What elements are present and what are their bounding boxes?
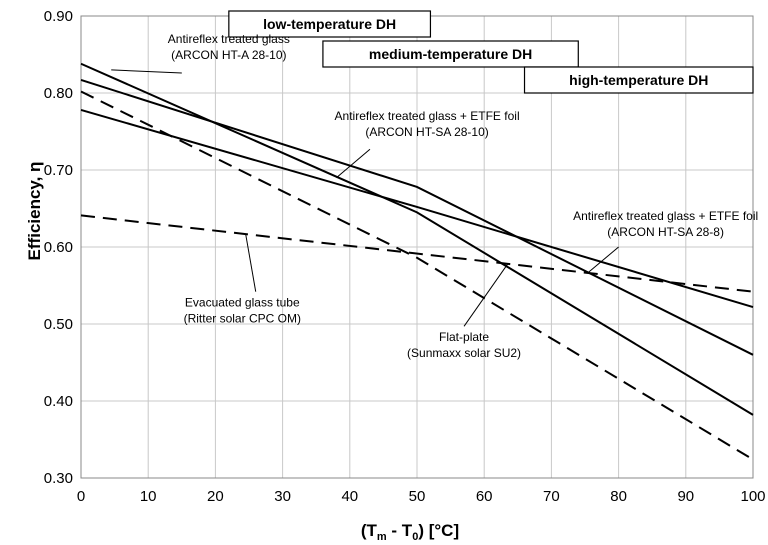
annotation-text-arcon-ht-sa-28-10: Antireflex treated glass + ETFE foil — [335, 109, 520, 123]
annotation-text-arcon-ht-sa-28-8: Antireflex treated glass + ETFE foil — [573, 209, 758, 223]
annotation-text-arcon-ht-sa-28-8: (ARCON HT-SA 28-8) — [607, 225, 724, 239]
annotation-text-arcon-ht-sa-28-10: (ARCON HT-SA 28-10) — [365, 125, 488, 139]
annotation-leader-sunmaxx — [463, 263, 509, 327]
y-tick-label: 0.30 — [44, 470, 73, 487]
x-tick-labels: 0 10 20 30 40 50 60 70 80 90 100 — [77, 488, 766, 505]
series-line-ritter-cpc-om — [80, 214, 754, 293]
band-label-high: high-temperature DH — [569, 72, 708, 88]
x-axis-title: (Tm - T0) [°C] — [361, 521, 459, 543]
band-box-low — [228, 10, 432, 38]
band-box-high — [523, 66, 754, 94]
series-line-arcon-ht-sa-28-10 — [80, 78, 754, 356]
x-tick-label: 40 — [341, 488, 358, 505]
annotation-text-arcon-ht-a: Antireflex treated glass — [168, 32, 290, 46]
y-tick-label: 0.40 — [44, 393, 73, 410]
x-tick-label: 90 — [677, 488, 694, 505]
series-line-arcon-ht-sa-28-8 — [80, 108, 754, 309]
x-tick-label: 0 — [77, 488, 85, 505]
y-tick-label: 0.90 — [44, 8, 73, 25]
x-tick-label: 70 — [543, 488, 560, 505]
annotation-text-ritter: (Ritter solar CPC OM) — [184, 311, 301, 325]
y-tick-label: 0.50 — [44, 316, 73, 333]
annotation-text-arcon-ht-a: (ARCON HT-A 28-10) — [171, 48, 286, 62]
temperature-bands: low-temperature DH medium-temperature DH h… — [228, 10, 754, 94]
y-tick-labels: 0.30 0.40 0.50 0.60 0.70 0.80 0.90 — [44, 8, 73, 487]
annotation-leader-arcon-ht-sa-28-8 — [588, 246, 619, 273]
annotation-text-sunmaxx: (Sunmaxx solar SU2) — [407, 346, 521, 360]
x-tick-label: 10 — [140, 488, 157, 505]
y-tick-label: 0.80 — [44, 85, 73, 102]
annotations: Antireflex treated glass (ARCON HT-A 28-1… — [168, 32, 758, 360]
series-lines — [80, 62, 754, 461]
band-label-medium: medium-temperature DH — [369, 46, 532, 62]
x-tick-label: 30 — [274, 488, 291, 505]
annotation-leaders — [111, 69, 619, 327]
annotation-text-sunmaxx: Flat-plate — [439, 330, 489, 344]
y-tick-label: 0.70 — [44, 162, 73, 179]
y-tick-label: 0.60 — [44, 239, 73, 256]
x-tick-label: 50 — [409, 488, 426, 505]
band-box-medium — [322, 40, 579, 68]
annotation-text-ritter: Evacuated glass tube — [185, 295, 300, 309]
y-axis-title: Efficiency, η — [25, 162, 44, 261]
x-tick-label: 20 — [207, 488, 224, 505]
x-tick-label: 80 — [610, 488, 627, 505]
series-line-arcon-ht-a-28-10 — [80, 62, 754, 416]
x-tick-label: 60 — [476, 488, 493, 505]
band-label-low: low-temperature DH — [263, 16, 396, 32]
series-line-sunmaxx-su2 — [80, 90, 754, 461]
annotation-leader-arcon-ht-a — [111, 69, 182, 74]
annotation-leader-arcon-ht-sa-28-10 — [336, 148, 371, 179]
annotation-leader-ritter — [245, 233, 257, 292]
x-tick-label: 100 — [740, 488, 765, 505]
